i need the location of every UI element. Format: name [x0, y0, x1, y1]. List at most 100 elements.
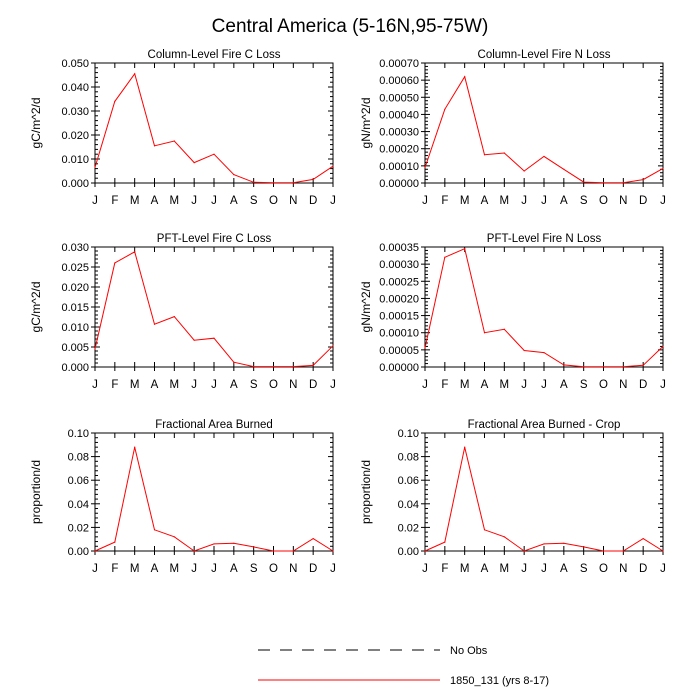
data-point: [622, 182, 624, 184]
x-tick-label: M: [500, 195, 510, 207]
data-point: [233, 542, 235, 544]
y-tick-label: 0.015: [61, 302, 89, 314]
x-tick-label: A: [560, 195, 568, 207]
x-tick-label: O: [599, 563, 608, 575]
x-tick-label: J: [330, 379, 336, 391]
x-tick-label: J: [92, 195, 98, 207]
chart-panel-2: Column-Level Fire N Loss gN/m^2/d 0.00000 0…: [359, 49, 666, 207]
data-point: [464, 248, 466, 250]
data-point: [424, 347, 426, 349]
data-point: [523, 170, 525, 172]
data-point: [483, 154, 486, 156]
data-point: [444, 108, 446, 110]
x-tick-label: A: [481, 379, 489, 391]
y-axis-label: gN/m^2/d: [359, 282, 373, 333]
data-point: [444, 541, 446, 543]
data-point: [662, 167, 664, 170]
x-tick-label: F: [111, 379, 118, 391]
data-point: [444, 256, 446, 258]
data-point: [173, 536, 175, 538]
data-point: [94, 550, 96, 552]
data-point: [114, 541, 116, 543]
x-tick-label: O: [599, 379, 608, 391]
chart-panel-4: PFT-Level Fire N Loss gN/m^2/d 0.00000 0.00…: [359, 233, 666, 391]
y-tick-label: 0.00040: [379, 109, 419, 121]
x-tick-label: A: [151, 563, 159, 575]
panel-title: Column-Level Fire C Loss: [148, 49, 281, 61]
x-tick-label: A: [560, 563, 568, 575]
y-tick-label: 0.02: [68, 522, 89, 534]
y-tick-label: 0.06: [68, 475, 89, 487]
x-tick-label: A: [560, 379, 568, 391]
panel-title: PFT-Level Fire C Loss: [157, 233, 272, 245]
data-point: [642, 178, 644, 181]
data-point: [213, 543, 215, 545]
x-tick-label: S: [580, 563, 588, 575]
x-tick-label: O: [269, 195, 278, 207]
y-tick-label: 0.06: [398, 475, 419, 487]
x-tick-label: S: [250, 379, 258, 391]
x-tick-label: F: [441, 563, 448, 575]
x-tick-label: M: [500, 379, 510, 391]
data-point: [253, 181, 255, 183]
x-tick-label: M: [130, 379, 140, 391]
x-tick-label: F: [111, 195, 118, 207]
x-tick-label: S: [250, 195, 258, 207]
data-point: [602, 182, 605, 184]
x-tick-label: D: [639, 195, 647, 207]
x-tick-label: J: [92, 379, 98, 391]
x-tick-label: M: [170, 563, 180, 575]
x-tick-label: F: [111, 563, 118, 575]
x-tick-label: J: [521, 379, 527, 391]
data-point: [233, 174, 235, 176]
data-point: [332, 550, 334, 552]
plot-frame: [424, 246, 664, 368]
x-tick-label: M: [460, 379, 470, 391]
x-tick-label: N: [619, 195, 627, 207]
data-point: [114, 262, 116, 264]
panel-title: PFT-Level Fire N Loss: [487, 233, 602, 245]
chart-panel-5: Fractional Area Burned proportion/d 0.00 0.…: [29, 419, 336, 575]
series-line: [94, 72, 334, 184]
x-tick-label: O: [269, 379, 278, 391]
x-tick-label: J: [660, 563, 666, 575]
x-tick-label: A: [151, 379, 159, 391]
x-tick-label: A: [481, 563, 489, 575]
chart-panel-6: Fractional Area Burned - Crop proportion/…: [359, 419, 666, 575]
chart-panel-3: PFT-Level Fire C Loss gC/m^2/d 0.000 0.005 0…: [29, 233, 336, 391]
x-tick-label: N: [289, 195, 297, 207]
series-line: [94, 447, 334, 552]
data-point: [583, 181, 585, 183]
data-point: [134, 251, 136, 253]
x-tick-label: J: [191, 563, 197, 575]
x-tick-label: J: [211, 563, 217, 575]
x-tick-label: J: [211, 379, 217, 391]
data-point: [312, 538, 314, 540]
y-tick-label: 0.00020: [379, 144, 419, 156]
y-tick-label: 0.050: [61, 58, 89, 70]
data-point: [543, 352, 545, 354]
data-point: [292, 550, 294, 552]
data-point: [662, 550, 664, 552]
y-axis-label: gC/m^2/d: [29, 98, 43, 149]
x-tick-label: A: [230, 563, 238, 575]
plot-frame: [94, 62, 334, 184]
y-tick-label: 0.00000: [379, 178, 419, 190]
data-point: [193, 162, 195, 164]
y-axis-label: gC/m^2/d: [29, 282, 43, 333]
legend-obs-label: No Obs: [450, 645, 488, 657]
data-point: [312, 178, 314, 180]
data-point: [523, 550, 525, 552]
y-tick-label: 0.10: [68, 428, 89, 440]
y-tick-label: 0.00020: [379, 293, 419, 305]
x-tick-label: M: [130, 195, 140, 207]
data-point: [483, 529, 486, 531]
x-tick-label: J: [422, 195, 428, 207]
data-point: [543, 543, 545, 545]
x-tick-label: S: [580, 379, 588, 391]
x-tick-label: M: [170, 379, 180, 391]
y-tick-label: 0.00060: [379, 75, 419, 87]
y-tick-label: 0.04: [68, 499, 89, 511]
x-tick-label: O: [269, 563, 278, 575]
legend-model-label: 1850_131 (yrs 8-17): [450, 675, 549, 687]
